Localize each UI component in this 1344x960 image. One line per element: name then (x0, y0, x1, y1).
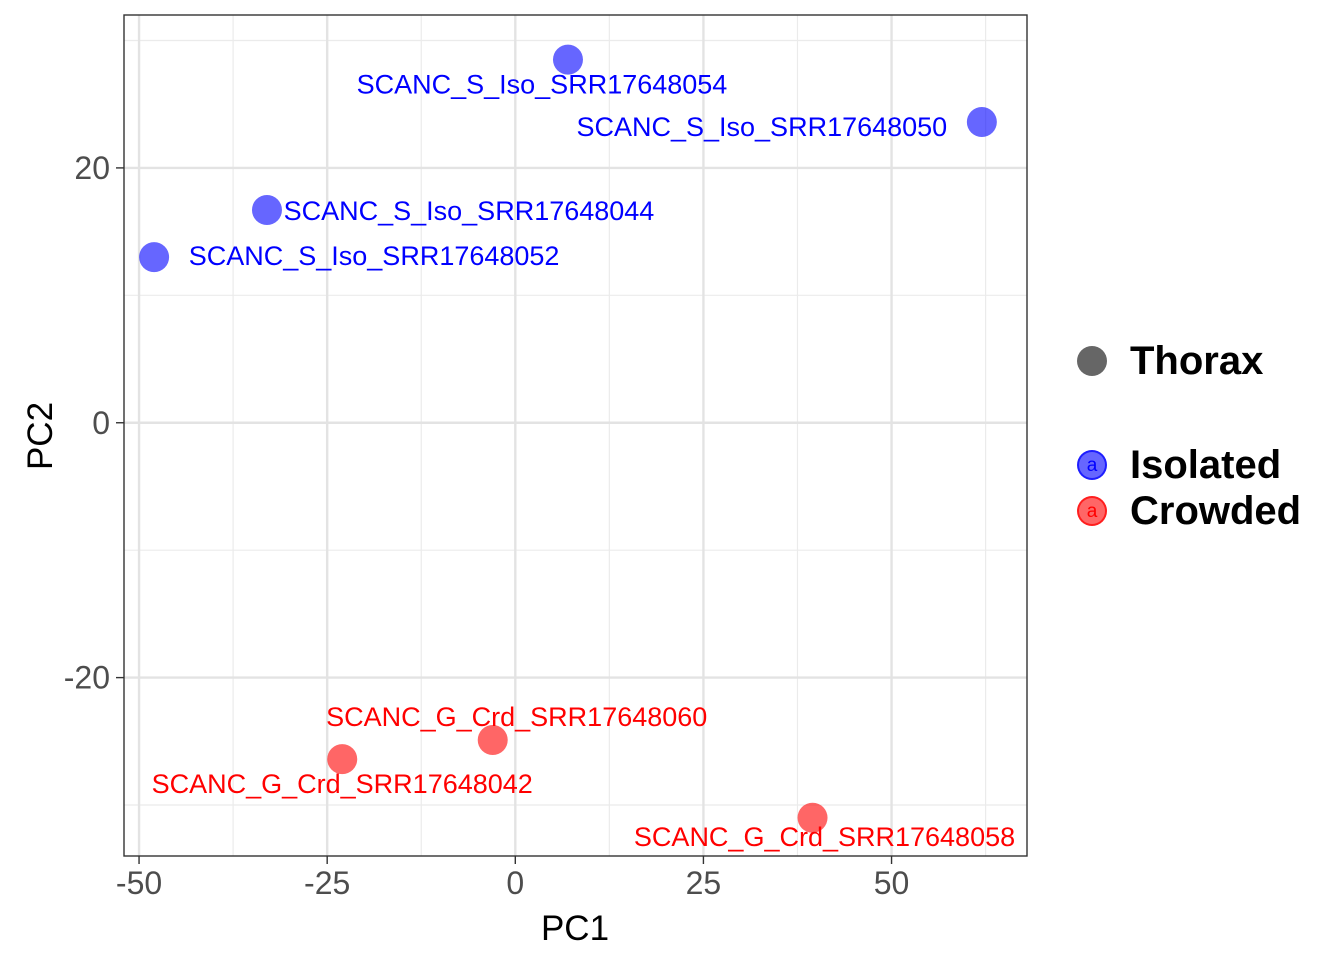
data-point (797, 802, 828, 833)
data-point (327, 744, 358, 775)
x-tick-label: 50 (874, 865, 910, 901)
y-tick-label: -20 (64, 660, 110, 696)
legend-label-isolated: Isolated (1130, 442, 1282, 487)
point-label: SCANC_G_Crd_SRR17648060 (326, 702, 707, 732)
y-axis-title: PC2 (21, 402, 60, 470)
legend-shape-title: Thorax (1130, 338, 1264, 383)
data-point (251, 194, 282, 225)
point-label: SCANC_S_Iso_SRR17648050 (576, 112, 947, 142)
data-points (139, 44, 997, 833)
legend-item-isolated: a Isolated (1076, 442, 1301, 488)
circle-icon (1077, 346, 1107, 376)
crowded-key-icon: a (1077, 496, 1107, 526)
legend-label-crowded: Crowded (1130, 488, 1302, 533)
point-label: SCANC_G_Crd_SRR17648042 (152, 769, 533, 799)
point-label: SCANC_S_Iso_SRR17648044 (284, 196, 655, 226)
x-axis-title: PC1 (541, 909, 609, 948)
minor-gridlines (124, 15, 1027, 856)
data-point (477, 725, 508, 756)
data-point (966, 107, 997, 138)
point-label: SCANC_S_Iso_SRR17648052 (189, 241, 560, 271)
x-tick-label: -50 (116, 865, 162, 901)
y-tick-label: 0 (92, 405, 110, 441)
x-tick-label: 0 (506, 865, 524, 901)
point-label: SCANC_S_Iso_SRR17648054 (357, 70, 728, 100)
axis-ticks: -50 -25 0 25 50 -20 0 20 (64, 150, 910, 901)
data-point (139, 242, 170, 273)
x-tick-label: 25 (686, 865, 722, 901)
legend-item-crowded: a Crowded (1076, 488, 1301, 534)
panel-border (123, 14, 1028, 857)
point-labels: SCANC_S_Iso_SRR17648054 SCANC_S_Iso_SRR17… (152, 70, 1016, 852)
x-tick-label: -25 (304, 865, 350, 901)
legend: Thorax a Isolated a Crowded (1076, 338, 1301, 534)
major-gridlines (124, 15, 1027, 856)
y-tick-label: 20 (74, 150, 110, 186)
legend-shape-entry: Thorax (1076, 338, 1301, 384)
isolated-key-icon: a (1077, 450, 1107, 480)
data-point (552, 44, 583, 75)
